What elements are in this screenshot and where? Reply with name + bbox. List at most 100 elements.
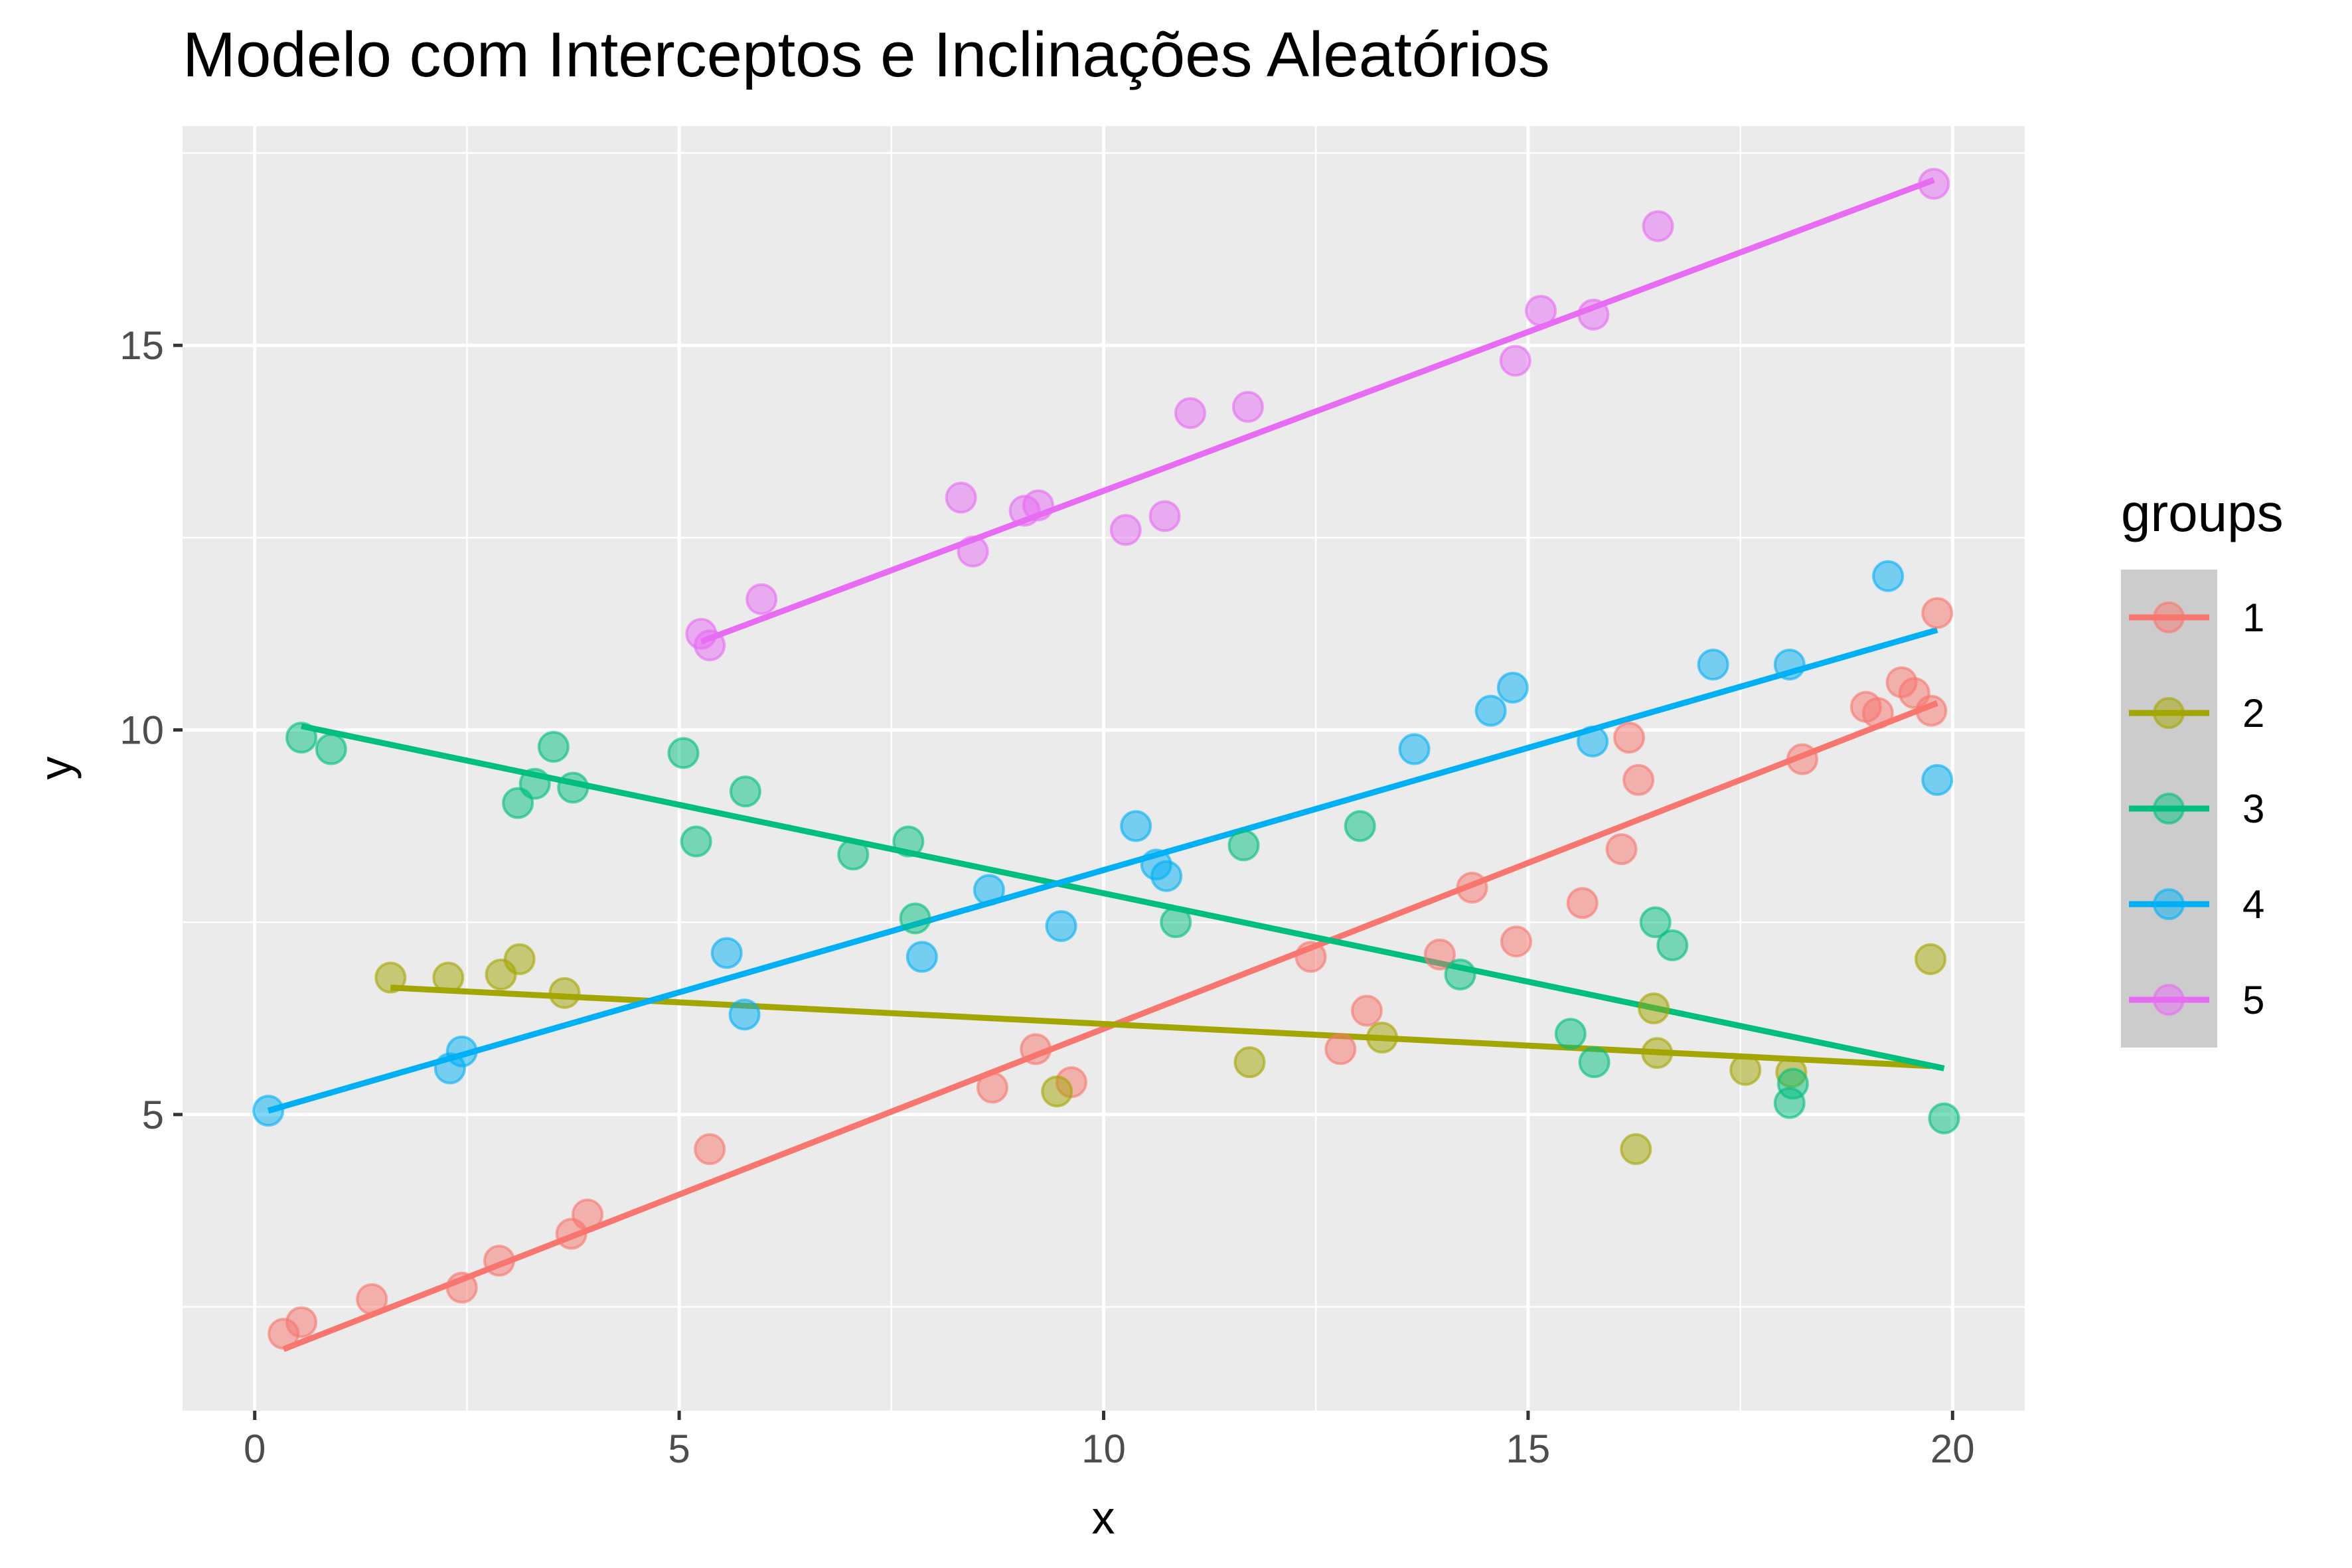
data-point-group-3 bbox=[518, 767, 551, 800]
data-point-group-1 bbox=[1786, 743, 1818, 775]
x-axis-label: x bbox=[1092, 1492, 1115, 1543]
legend-label: 5 bbox=[2242, 978, 2264, 1022]
data-point-group-4 bbox=[710, 937, 743, 969]
data-point-group-4 bbox=[1496, 671, 1529, 704]
data-point-group-5 bbox=[1148, 500, 1181, 532]
data-point-group-1 bbox=[1605, 833, 1638, 866]
data-point-group-1 bbox=[1456, 872, 1488, 904]
data-point-group-4 bbox=[905, 941, 938, 973]
data-point-group-3 bbox=[1160, 906, 1192, 939]
data-point-group-5 bbox=[1525, 295, 1557, 327]
data-point-group-1 bbox=[1622, 763, 1655, 796]
legend-marker bbox=[2153, 984, 2185, 1016]
data-point-group-5 bbox=[957, 535, 989, 568]
data-point-group-1 bbox=[1500, 925, 1532, 958]
y-tick-label: 10 bbox=[119, 708, 164, 753]
legend-label: 2 bbox=[2242, 691, 2264, 736]
data-point-group-4 bbox=[1773, 649, 1806, 681]
data-point-group-3 bbox=[1578, 1046, 1610, 1079]
data-point-group-3 bbox=[1776, 1067, 1809, 1100]
data-point-group-1 bbox=[285, 1306, 318, 1338]
data-point-group-1 bbox=[445, 1271, 478, 1304]
data-point-group-3 bbox=[285, 722, 318, 754]
data-point-group-3 bbox=[1444, 959, 1476, 991]
data-point-group-4 bbox=[1577, 725, 1609, 757]
legend: groups 1 2 3 4 5 bbox=[2121, 483, 2284, 1048]
data-point-group-4 bbox=[1045, 910, 1077, 943]
data-point-group-1 bbox=[1423, 938, 1456, 971]
y-axis-label: y bbox=[30, 757, 82, 780]
legend-entry-1: 1 bbox=[2129, 595, 2264, 640]
legend-entries: 1 2 3 4 5 bbox=[2129, 595, 2264, 1022]
data-point-group-4 bbox=[1398, 733, 1431, 765]
x-tick-label: 20 bbox=[1930, 1427, 1975, 1471]
legend-entry-3: 3 bbox=[2129, 787, 2264, 831]
data-point-group-5 bbox=[945, 481, 977, 514]
data-point-group-2 bbox=[1915, 943, 1947, 975]
data-point-group-1 bbox=[1324, 1033, 1357, 1065]
data-point-group-3 bbox=[892, 825, 925, 858]
data-point-group-1 bbox=[1294, 941, 1327, 973]
data-point-group-2 bbox=[548, 977, 581, 1009]
y-tick-label: 15 bbox=[119, 323, 164, 368]
data-point-group-4 bbox=[445, 1035, 478, 1067]
data-point-group-1 bbox=[356, 1283, 388, 1315]
data-point-group-4 bbox=[973, 874, 1005, 906]
data-point-group-1 bbox=[1613, 722, 1646, 754]
data-point-group-4 bbox=[252, 1095, 285, 1127]
data-point-group-3 bbox=[899, 902, 931, 935]
data-point-group-3 bbox=[1656, 929, 1689, 961]
data-point-group-1 bbox=[1566, 887, 1599, 919]
legend-marker bbox=[2153, 888, 2185, 920]
data-point-group-4 bbox=[1921, 763, 1954, 796]
data-point-group-2 bbox=[1641, 1037, 1674, 1069]
data-point-group-3 bbox=[680, 825, 712, 858]
data-point-group-5 bbox=[1231, 390, 1264, 423]
data-point-group-5 bbox=[1642, 210, 1674, 242]
legend-marker bbox=[2153, 697, 2185, 729]
y-tick-label: 5 bbox=[142, 1093, 164, 1137]
y-axis: 5 10 15 bbox=[119, 323, 183, 1137]
data-point-group-3 bbox=[1344, 810, 1376, 842]
data-point-group-4 bbox=[1120, 810, 1152, 842]
data-point-group-2 bbox=[432, 961, 465, 994]
data-point-group-3 bbox=[667, 737, 700, 769]
data-point-group-1 bbox=[1020, 1033, 1052, 1065]
legend-title: groups bbox=[2121, 483, 2284, 542]
data-point-group-3 bbox=[729, 775, 761, 808]
legend-marker bbox=[2153, 601, 2185, 633]
data-point-group-1 bbox=[483, 1245, 515, 1277]
data-point-group-2 bbox=[1233, 1046, 1266, 1079]
data-point-group-4 bbox=[1150, 860, 1183, 892]
data-point-group-3 bbox=[837, 838, 870, 871]
fit-line-group-5 bbox=[700, 177, 1935, 645]
data-point-group-2 bbox=[1620, 1133, 1652, 1166]
data-point-group-1 bbox=[1861, 697, 1894, 730]
data-point-group-1 bbox=[976, 1071, 1008, 1104]
data-point-group-1 bbox=[1915, 694, 1948, 727]
data-point-group-2 bbox=[374, 961, 407, 994]
data-point-group-1 bbox=[571, 1198, 603, 1231]
data-point-group-1 bbox=[694, 1133, 726, 1166]
x-tick-label: 5 bbox=[668, 1427, 690, 1471]
legend-label: 3 bbox=[2242, 787, 2264, 831]
x-tick-label: 0 bbox=[244, 1427, 266, 1471]
legend-marker bbox=[2153, 793, 2185, 824]
data-point-group-5 bbox=[1499, 345, 1531, 377]
x-tick-label: 10 bbox=[1081, 1427, 1126, 1471]
data-point-group-3 bbox=[1928, 1102, 1960, 1135]
data-point-group-5 bbox=[1918, 167, 1950, 200]
legend-entry-5: 5 bbox=[2129, 978, 2264, 1022]
data-point-group-2 bbox=[503, 943, 536, 975]
data-point-group-5 bbox=[1022, 489, 1055, 522]
data-point-group-4 bbox=[1697, 649, 1729, 681]
x-tick-label: 15 bbox=[1506, 1427, 1551, 1471]
data-point-group-3 bbox=[557, 771, 589, 804]
data-point-group-4 bbox=[1474, 694, 1507, 727]
data-points bbox=[252, 167, 1960, 1350]
data-point-group-2 bbox=[1041, 1075, 1073, 1108]
data-point-group-2 bbox=[1366, 1022, 1398, 1054]
legend-entry-4: 4 bbox=[2129, 882, 2264, 927]
legend-entry-2: 2 bbox=[2129, 691, 2264, 736]
